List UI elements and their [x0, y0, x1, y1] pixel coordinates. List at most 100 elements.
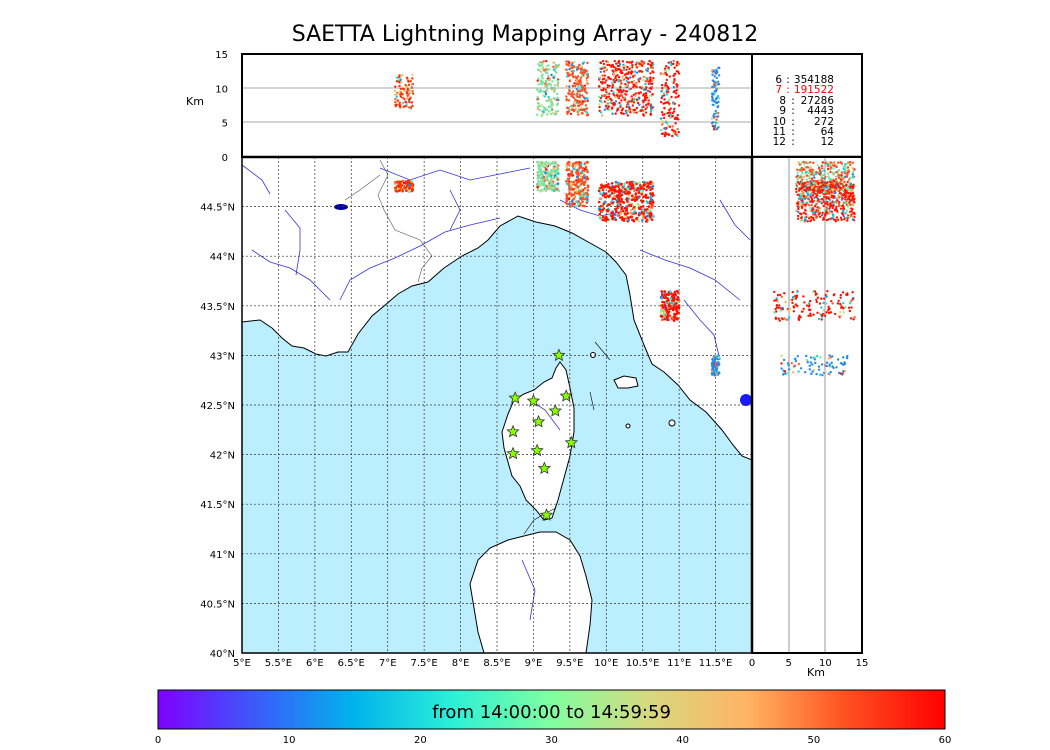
side-altitude-panel: 0 5 10 15 Km	[749, 156, 869, 679]
lat-tick-label: 44°N	[210, 252, 235, 263]
separator: :	[786, 84, 790, 97]
lightning-cluster-altitude	[535, 59, 560, 117]
station-count-value: 4443	[807, 105, 834, 118]
lon-tick-label: 11°E	[667, 658, 691, 669]
altitude-tick-labels: 0 5 10 15	[215, 50, 228, 164]
station-count-key: 12	[772, 136, 786, 149]
altitude-panel: 0 5 10 15 Km	[186, 50, 863, 164]
station-count-row: 9:4443	[760, 105, 852, 118]
station-count-key: 6	[775, 74, 783, 86]
lon-tick-label: 8.5°E	[483, 658, 510, 669]
lon-tick-label: 6.5°E	[338, 658, 365, 669]
land-masses	[242, 157, 752, 653]
lightning-cluster-altitude	[659, 59, 681, 138]
lightning-cluster-side	[773, 289, 856, 322]
lat-tick-label: 43.5°N	[200, 302, 235, 313]
side-tick-label: 10	[819, 658, 832, 669]
altitude-lightning-sources	[393, 59, 721, 138]
station-count-value: 272	[813, 115, 834, 128]
separator: :	[791, 126, 795, 139]
station-count-value: 27286	[800, 94, 834, 107]
station-star-icon	[531, 414, 546, 428]
map-tick-labels: 5°E 5.5°E 6°E 6.5°E 7°E 7.5°E 8°E 8.5°E 9°E 9.5°E…	[200, 203, 732, 669]
capraia-island	[590, 352, 596, 358]
map-lightning-sources	[393, 160, 721, 377]
lake-geneva	[334, 204, 348, 210]
station-star-icon	[526, 393, 541, 407]
colorbar-tick-label: 10	[283, 735, 296, 746]
station-count-row: 10: 272	[760, 115, 852, 128]
lat-tick-label: 43°N	[210, 351, 235, 362]
lightning-cluster	[659, 289, 681, 322]
lon-tick-label: 11.5°E	[699, 658, 733, 669]
giglio-island	[668, 419, 676, 427]
lightning-cluster	[710, 354, 721, 377]
separator: :	[791, 105, 795, 118]
map-grid	[242, 157, 752, 653]
colorbar: 0 10 20 30 40 50 60	[155, 689, 952, 746]
station-count-value: 354188	[793, 74, 834, 86]
lightning-cluster	[535, 160, 560, 193]
colorbar-tick-label: 50	[807, 735, 820, 746]
corsica	[501, 361, 575, 521]
side-tick-labels: 0 5 10 15	[749, 658, 869, 669]
lightning-cluster-altitude	[710, 66, 721, 131]
lat-tick-label: 42.5°N	[200, 401, 235, 412]
lon-tick-label: 7.5°E	[411, 658, 438, 669]
lat-tick-label: 42°N	[210, 451, 235, 462]
elba-island	[613, 375, 639, 389]
altitude-ylabel: Km	[186, 95, 204, 108]
map-panel: 5°E 5.5°E 6°E 6.5°E 7°E 7.5°E 8°E 8.5°E 9°E 9.5°E…	[200, 156, 753, 669]
lightning-cluster	[393, 179, 415, 193]
colorbar-gradient	[157, 689, 946, 730]
station-count-row: 7:191522	[760, 84, 852, 97]
lon-tick-label: 5°E	[233, 658, 251, 669]
lightning-cluster-altitude	[565, 60, 590, 117]
lat-tick-label: 40.5°N	[200, 599, 235, 610]
station-star-icon	[537, 461, 552, 475]
separator: :	[791, 94, 795, 107]
altitude-tick-label: 15	[215, 50, 228, 61]
colorbar-tick-label: 0	[155, 735, 161, 746]
station-count-key: 9	[779, 105, 786, 118]
station-count-row: 12:12	[760, 136, 852, 149]
lon-tick-label: 5.5°E	[265, 658, 292, 669]
station-star-icon	[559, 389, 573, 402]
separator: :	[791, 115, 795, 128]
borders	[344, 159, 433, 283]
lon-tick-label: 9.5°E	[556, 658, 583, 669]
lightning-cluster-side	[780, 354, 849, 377]
lightning-cluster	[597, 180, 655, 223]
separator: :	[786, 74, 790, 86]
station-star-icon	[564, 435, 578, 449]
station-count-row: 8:27286	[760, 94, 852, 107]
lat-tick-label: 41°N	[210, 550, 235, 561]
pianosa-island	[625, 423, 631, 429]
lon-tick-label: 7°E	[379, 658, 397, 669]
station-star-icon	[552, 348, 566, 362]
lake-bolsena	[740, 394, 752, 406]
station-star-icon	[506, 424, 520, 438]
lon-tick-label: 10.5°E	[626, 658, 660, 669]
colorbar-tick-label: 40	[676, 735, 689, 746]
colorbar-tick-label: 60	[939, 735, 952, 746]
altitude-tick-label: 10	[215, 84, 228, 95]
separator: :	[791, 136, 795, 149]
station-count-row: 11: 64	[760, 126, 852, 139]
side-tick-label: 15	[856, 658, 869, 669]
lightning-cluster-altitude	[393, 73, 415, 110]
sardinia	[469, 531, 593, 653]
colorbar-label: from 14:00:00 to 14:59:59	[432, 702, 671, 723]
lightning-cluster-altitude	[597, 59, 655, 117]
station-star-icon	[530, 443, 544, 457]
side-tick-label: 5	[785, 658, 791, 669]
lon-tick-label: 9°E	[525, 658, 543, 669]
colorbar-tick-label: 30	[545, 735, 558, 746]
lightning-cluster-side	[794, 180, 856, 223]
lat-tick-label: 40°N	[210, 649, 235, 660]
lightning-cluster	[564, 160, 590, 208]
side-xlabel: Km	[807, 666, 825, 679]
station-count-value: 64	[820, 126, 834, 139]
lon-tick-label: 8°E	[452, 658, 470, 669]
